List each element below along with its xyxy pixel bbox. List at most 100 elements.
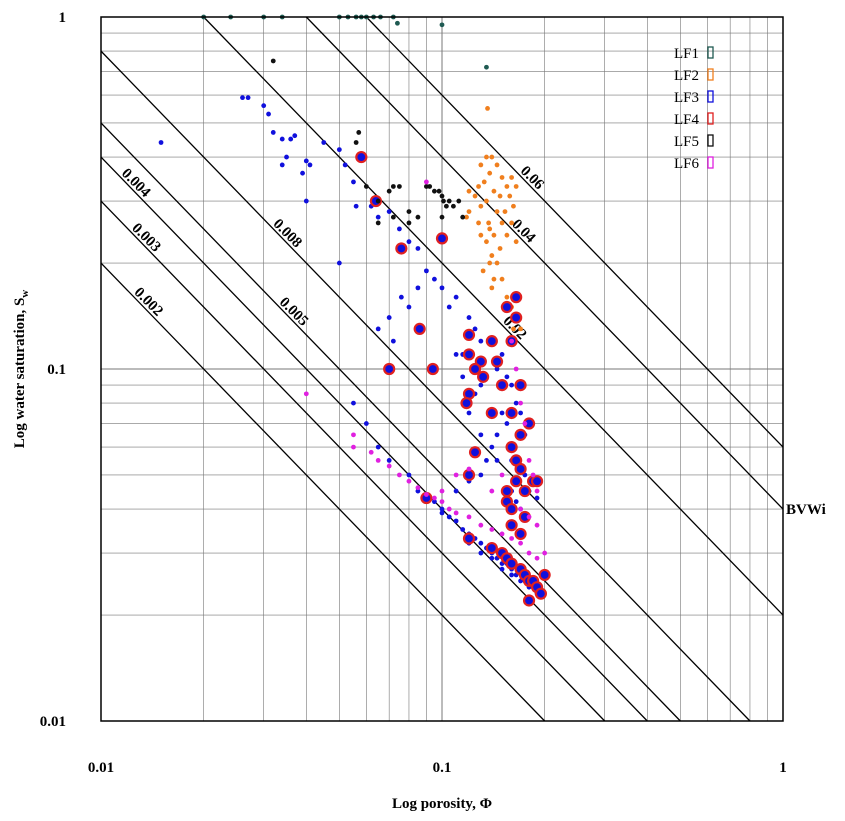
- data-point: [468, 446, 482, 459]
- data-point: [446, 304, 452, 310]
- data-point: [261, 103, 267, 109]
- data-point: [279, 136, 285, 142]
- data-point: [386, 209, 392, 215]
- data-point: [284, 154, 289, 160]
- data-point: [413, 322, 426, 335]
- data-point: [491, 188, 497, 194]
- data-point: [462, 348, 476, 361]
- data-point: [509, 175, 515, 180]
- data-point: [398, 294, 404, 300]
- data-point: [499, 220, 505, 226]
- data-point: [353, 140, 359, 145]
- y-axis-title-main: Log water saturation, S: [12, 298, 28, 449]
- data-point: [472, 326, 478, 332]
- data-point: [386, 315, 392, 320]
- data-point: [504, 184, 510, 189]
- legend-label: LF2: [674, 68, 699, 84]
- data-point: [423, 492, 429, 497]
- data-point: [466, 315, 472, 320]
- data-point: [453, 352, 459, 357]
- x-axis-title: Log porosity, Φ: [392, 796, 492, 812]
- data-point: [406, 472, 412, 478]
- data-point: [266, 111, 271, 117]
- data-point: [427, 184, 433, 189]
- data-point: [542, 550, 548, 556]
- data-point: [481, 179, 487, 185]
- data-point: [443, 203, 449, 209]
- data-point: [396, 184, 402, 189]
- series-lf6: [303, 179, 548, 561]
- series-lf1: [201, 14, 489, 70]
- data-point: [534, 488, 540, 494]
- data-point: [485, 406, 498, 420]
- data-point: [478, 522, 484, 528]
- data-point: [439, 214, 445, 220]
- data-point: [336, 260, 342, 266]
- data-point: [510, 291, 523, 304]
- data-point: [487, 170, 493, 176]
- data-point: [426, 362, 439, 376]
- data-point: [439, 510, 445, 516]
- series-lf5: [270, 58, 466, 226]
- data-point: [351, 400, 356, 406]
- data-point: [466, 466, 472, 472]
- data-point: [439, 488, 445, 494]
- data-point: [509, 338, 515, 344]
- bvw-line-label: 0.005: [276, 294, 311, 329]
- data-point: [466, 410, 472, 416]
- data-point: [432, 495, 437, 501]
- data-point: [245, 95, 251, 101]
- data-point: [480, 268, 486, 274]
- data-point: [504, 374, 510, 380]
- bvw-line: [100, 50, 751, 722]
- data-point: [462, 328, 476, 341]
- data-point: [460, 374, 466, 380]
- data-point: [375, 457, 381, 463]
- data-point: [534, 522, 540, 528]
- data-point: [450, 203, 456, 209]
- legend-item-lf3: LF3: [674, 90, 714, 106]
- data-point: [342, 162, 348, 168]
- data-point: [522, 421, 528, 426]
- data-point: [321, 140, 327, 145]
- data-point: [386, 463, 392, 469]
- data-point: [406, 209, 412, 215]
- data-point: [453, 518, 459, 524]
- data-point: [509, 382, 515, 388]
- data-point: [435, 232, 449, 245]
- legend-swatch: [707, 134, 714, 147]
- data-point: [491, 276, 497, 282]
- data-point: [386, 457, 392, 463]
- data-point: [355, 150, 368, 164]
- data-point: [453, 472, 459, 478]
- bvwi-label: BVWi: [786, 502, 826, 518]
- data-point: [432, 499, 437, 505]
- data-point: [453, 510, 459, 516]
- data-point: [415, 485, 421, 491]
- data-point: [439, 193, 445, 199]
- data-point: [514, 527, 527, 541]
- data-point: [363, 184, 369, 189]
- data-point: [446, 198, 452, 204]
- data-point: [375, 220, 381, 226]
- bvw-line-label: 0.003: [128, 220, 163, 255]
- data-point: [494, 366, 500, 372]
- bvw-line: [100, 200, 606, 722]
- series-lf3: [158, 95, 540, 597]
- data-point: [518, 410, 523, 416]
- bvw-line: [100, 156, 648, 722]
- legend-item-lf6: LF6: [674, 156, 714, 172]
- data-point: [489, 253, 495, 258]
- data-point: [494, 209, 500, 215]
- data-point: [390, 338, 396, 344]
- data-point: [499, 352, 505, 357]
- data-point: [270, 130, 276, 135]
- data-point: [497, 246, 503, 251]
- plot-frame: [100, 16, 784, 722]
- data-point: [453, 294, 459, 300]
- data-point: [383, 362, 396, 376]
- data-point: [353, 203, 359, 209]
- bvw-line-label: 0.008: [270, 216, 305, 251]
- data-point: [518, 326, 523, 332]
- bvw-line: [100, 122, 681, 722]
